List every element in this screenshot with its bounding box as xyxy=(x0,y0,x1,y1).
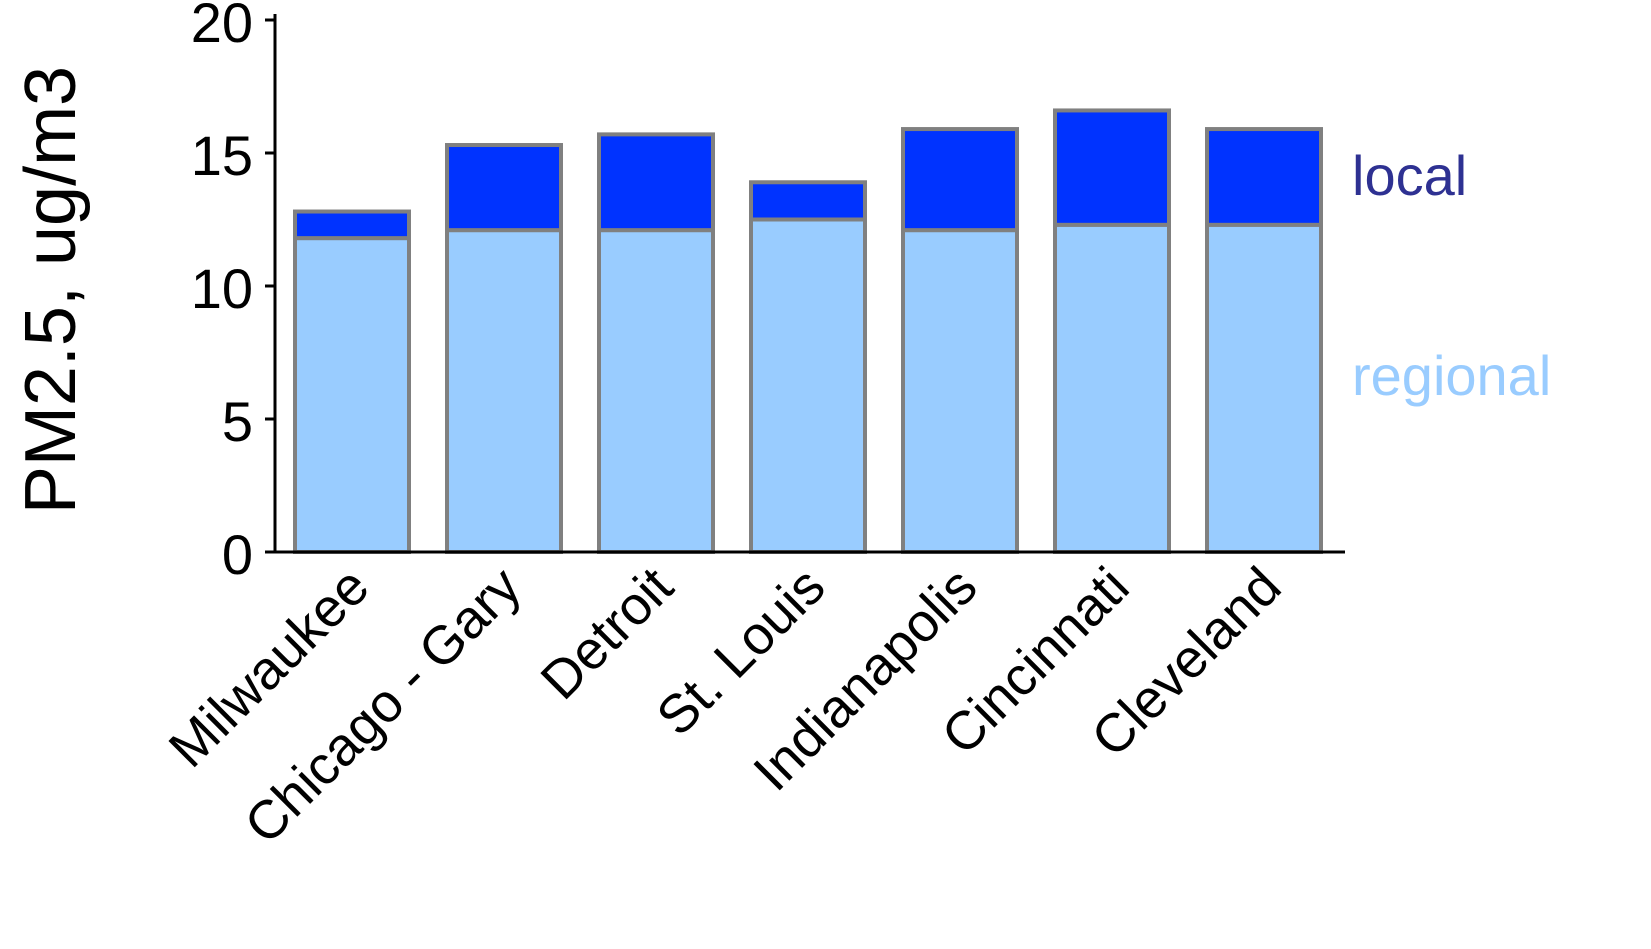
bar-regional-0 xyxy=(295,238,409,552)
y-tick-label: 20 xyxy=(191,0,253,54)
legend-label-regional: regional xyxy=(1352,344,1551,407)
bar-local-5 xyxy=(1055,110,1169,224)
bars-group xyxy=(295,110,1321,552)
y-axis-label: PM2.5, ug/m3 xyxy=(11,66,91,514)
bar-regional-6 xyxy=(1207,225,1321,552)
legend: regional local xyxy=(1352,144,1551,407)
bar-local-0 xyxy=(295,212,409,239)
x-tick-label: Chicago - Gary xyxy=(233,556,532,855)
bar-regional-3 xyxy=(751,220,865,553)
bar-local-2 xyxy=(599,134,713,230)
y-axis: 0 5 10 15 20 xyxy=(191,0,275,586)
y-tick-label: 5 xyxy=(222,390,253,453)
bar-regional-5 xyxy=(1055,225,1169,552)
bar-regional-1 xyxy=(447,230,561,552)
bar-regional-4 xyxy=(903,230,1017,552)
y-tick-label: 15 xyxy=(191,124,253,187)
bar-local-3 xyxy=(751,182,865,219)
legend-label-local: local xyxy=(1352,144,1467,207)
bar-regional-2 xyxy=(599,230,713,552)
y-tick-label: 10 xyxy=(191,257,253,320)
bar-local-6 xyxy=(1207,129,1321,225)
bar-local-4 xyxy=(903,129,1017,230)
bar-local-1 xyxy=(447,145,561,230)
y-tick-label: 0 xyxy=(222,523,253,586)
